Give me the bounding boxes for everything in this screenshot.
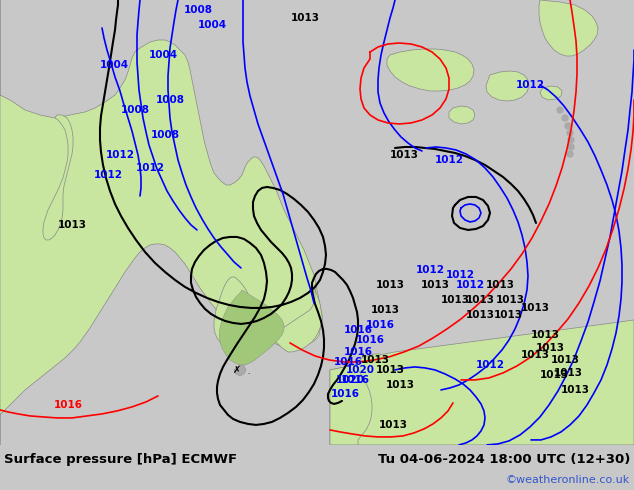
Circle shape	[562, 115, 568, 121]
Text: 1013: 1013	[389, 150, 418, 160]
Circle shape	[567, 130, 573, 136]
Text: 1012: 1012	[105, 150, 134, 160]
Text: Surface pressure [hPa] ECMWF: Surface pressure [hPa] ECMWF	[4, 453, 237, 466]
Polygon shape	[0, 0, 322, 445]
Text: 1004: 1004	[197, 20, 226, 30]
Circle shape	[568, 144, 574, 150]
Polygon shape	[330, 365, 384, 445]
Polygon shape	[214, 277, 322, 365]
Text: 1012: 1012	[446, 270, 474, 280]
Text: 1013: 1013	[560, 385, 590, 395]
Circle shape	[568, 137, 574, 143]
Polygon shape	[219, 290, 284, 365]
Polygon shape	[387, 49, 474, 91]
Polygon shape	[234, 365, 246, 376]
Circle shape	[567, 151, 573, 157]
Text: 1013: 1013	[486, 280, 515, 290]
Polygon shape	[43, 115, 73, 240]
Text: 1016: 1016	[330, 389, 359, 399]
Text: 1008: 1008	[120, 105, 150, 115]
Text: ©weatheronline.co.uk: ©weatheronline.co.uk	[506, 475, 630, 485]
Polygon shape	[539, 0, 598, 56]
Text: 1013: 1013	[385, 380, 415, 390]
Polygon shape	[330, 326, 634, 445]
Text: 1012: 1012	[93, 170, 122, 180]
Text: 1016: 1016	[53, 400, 82, 410]
Text: 1013: 1013	[420, 280, 450, 290]
Text: 1012: 1012	[434, 155, 463, 165]
Text: 1016: 1016	[356, 335, 384, 345]
Text: 1013: 1013	[441, 295, 470, 305]
Text: 1012: 1012	[515, 80, 545, 90]
Text: 1012: 1012	[476, 360, 505, 370]
Text: 1013: 1013	[553, 368, 583, 378]
Text: 1012: 1012	[136, 163, 164, 173]
Text: 1020: 1020	[346, 365, 375, 375]
Polygon shape	[540, 86, 562, 100]
Text: 1016: 1016	[333, 357, 363, 367]
Text: 1013: 1013	[521, 303, 550, 313]
Text: 1008: 1008	[183, 5, 212, 15]
Text: 1013: 1013	[290, 13, 320, 23]
Text: 1020: 1020	[335, 375, 365, 385]
Text: 1013: 1013	[58, 220, 86, 230]
Text: 1013: 1013	[540, 370, 569, 380]
Circle shape	[557, 107, 563, 113]
Text: 1013: 1013	[465, 310, 495, 320]
Text: 1016: 1016	[365, 320, 394, 330]
Polygon shape	[449, 106, 475, 124]
Text: 1008: 1008	[150, 130, 179, 140]
Text: 1016: 1016	[344, 347, 373, 357]
Text: Tu 04-06-2024 18:00 UTC (12+30): Tu 04-06-2024 18:00 UTC (12+30)	[378, 453, 630, 466]
Text: 1013: 1013	[493, 310, 522, 320]
Text: 1012: 1012	[415, 265, 444, 275]
Text: 1013: 1013	[496, 295, 524, 305]
Text: 1013: 1013	[370, 305, 399, 315]
Text: 1013: 1013	[521, 350, 550, 360]
Text: 1013: 1013	[375, 365, 404, 375]
Text: ✗: ✗	[233, 365, 241, 375]
Circle shape	[565, 123, 571, 129]
Text: 1008: 1008	[155, 95, 184, 105]
Text: 1016: 1016	[340, 375, 370, 385]
Text: 1013: 1013	[536, 343, 564, 353]
Text: 1004: 1004	[148, 50, 178, 60]
Polygon shape	[356, 320, 634, 445]
Polygon shape	[486, 71, 529, 101]
Text: 1013: 1013	[361, 355, 389, 365]
Text: .: .	[247, 369, 249, 375]
Text: 1013: 1013	[550, 355, 579, 365]
Text: 1013: 1013	[375, 280, 404, 290]
Text: 1013: 1013	[465, 295, 495, 305]
Text: 1012: 1012	[455, 280, 484, 290]
Text: 1016: 1016	[344, 325, 373, 335]
Text: 1013: 1013	[531, 330, 559, 340]
Text: 1004: 1004	[100, 60, 129, 70]
Text: 1013: 1013	[378, 420, 408, 430]
